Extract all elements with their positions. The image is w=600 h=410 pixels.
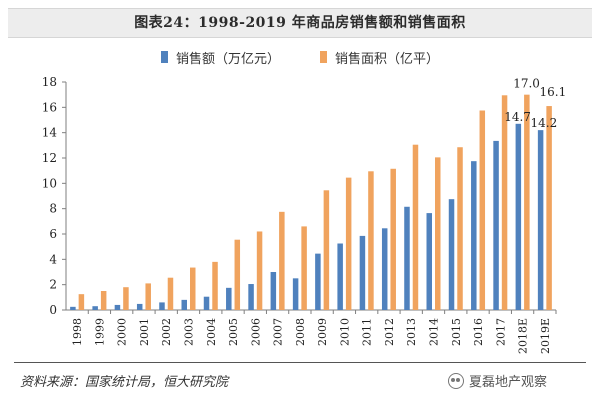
y-tick-label: 12	[42, 151, 57, 165]
brand-watermark: 夏磊地产观察	[448, 371, 547, 390]
y-tick-label: 0	[49, 303, 57, 317]
bar-sales-value	[159, 302, 165, 310]
legend-item-sales-value: 销售额（万亿元）	[160, 48, 280, 67]
bar-sales-value	[114, 304, 121, 310]
bar-sales-value	[471, 161, 477, 310]
bar-sales-area	[524, 94, 530, 311]
bar-sales-area	[256, 231, 263, 310]
data-label: 14.7	[504, 110, 531, 124]
bar-sales-area	[435, 157, 441, 310]
x-tick-label: 2005	[227, 318, 240, 346]
bar-sales-value	[515, 123, 522, 310]
y-tick-label: 8	[49, 202, 57, 216]
x-tick-label: 1998	[71, 318, 84, 346]
source-note: 资料来源：国家统计局，恒大研究院	[20, 375, 229, 390]
bar-sales-value	[381, 228, 388, 310]
bar-sales-area	[368, 171, 374, 310]
legend-label-sales-area: 销售面积（亿平）	[335, 51, 440, 67]
legend: 销售额（万亿元） 销售面积（亿平）	[0, 48, 600, 67]
bar-sales-value	[181, 299, 187, 310]
bar-sales-value	[404, 206, 410, 310]
bar-sales-area	[190, 267, 196, 310]
bar-sales-value	[359, 235, 366, 310]
bar-sales-value	[493, 140, 499, 310]
y-tick-label: 4	[49, 252, 57, 266]
bar-sales-area	[212, 261, 218, 310]
bar-sales-value	[136, 303, 143, 310]
bar-sales-value	[292, 278, 299, 310]
x-tick-label: 2011	[361, 318, 374, 346]
y-tick-label: 6	[49, 227, 57, 241]
x-tick-label: 2002	[160, 318, 173, 346]
bar-sales-area	[479, 110, 486, 310]
legend-label-sales-value: 销售额（万亿元）	[175, 51, 280, 67]
title-bar: 图表24：1998-2019 年商品房销售额和销售面积	[8, 8, 592, 38]
x-tick-label: 2014	[428, 318, 441, 346]
x-tick-label: 2003	[183, 318, 196, 346]
brand-label: 夏磊地产观察	[469, 375, 548, 390]
x-tick-label: 2000	[116, 318, 129, 346]
x-tick-label: 2010	[338, 318, 351, 346]
bar-sales-value	[537, 130, 544, 310]
data-label: 14.2	[531, 116, 558, 130]
bar-sales-area	[167, 277, 174, 310]
x-tick-label: 2015	[450, 318, 463, 346]
y-tick-label: 10	[42, 176, 57, 190]
bar-sales-value	[248, 284, 254, 310]
x-tick-label: 2018E	[517, 318, 530, 354]
y-tick-label: 2	[49, 278, 57, 292]
bar-sales-area	[279, 211, 285, 310]
chart-title: 图表24：1998-2019 年商品房销售额和销售面积	[134, 15, 466, 31]
bar-sales-value	[92, 306, 98, 310]
bar-sales-area	[457, 147, 463, 310]
legend-swatch-sales-area	[320, 51, 327, 63]
data-label: 17.0	[513, 77, 540, 91]
bar-sales-value	[226, 287, 232, 310]
x-tick-label: 1999	[93, 318, 106, 346]
legend-item-sales-area: 销售面积（亿平）	[320, 48, 439, 67]
x-tick-label: 2019E	[539, 318, 552, 354]
y-tick-label: 16	[42, 100, 57, 114]
x-tick-label: 2009	[316, 318, 329, 346]
bar-sales-area	[78, 294, 85, 310]
bar-sales-value	[337, 243, 343, 310]
bar-sales-area	[412, 144, 419, 310]
bar-sales-area	[501, 95, 508, 310]
x-tick-label: 2008	[294, 318, 307, 346]
x-tick-label: 2007	[272, 318, 285, 346]
y-tick-label: 18	[42, 75, 57, 89]
bar-sales-value	[426, 213, 432, 310]
x-tick-label: 2006	[249, 318, 262, 346]
bar-sales-value	[203, 296, 210, 310]
bar-sales-area	[390, 168, 396, 310]
x-tick-label: 2016	[472, 318, 485, 346]
bar-sales-area	[123, 287, 129, 310]
y-tick-label: 14	[42, 126, 58, 140]
x-tick-label: 2013	[405, 318, 418, 346]
x-tick-label: 2012	[383, 318, 396, 346]
data-label: 16.1	[540, 85, 567, 99]
bar-sales-value	[270, 272, 277, 310]
bar-sales-area	[546, 106, 552, 310]
bar-sales-value	[70, 306, 76, 310]
bar-sales-area	[145, 283, 151, 310]
bar-sales-value	[448, 199, 455, 310]
bar-sales-area	[234, 239, 241, 310]
x-tick-label: 2004	[205, 318, 218, 346]
wechat-icon	[448, 372, 464, 389]
bar-sales-area	[323, 190, 330, 310]
bar-sales-area	[301, 226, 307, 310]
x-tick-label: 2001	[138, 318, 151, 346]
bar-sales-value	[315, 253, 321, 310]
footer-divider	[14, 362, 586, 363]
bar-sales-area	[345, 177, 352, 310]
bar-sales-area	[100, 291, 107, 310]
x-tick-label: 2017	[494, 318, 507, 346]
legend-swatch-sales-value	[160, 51, 168, 63]
